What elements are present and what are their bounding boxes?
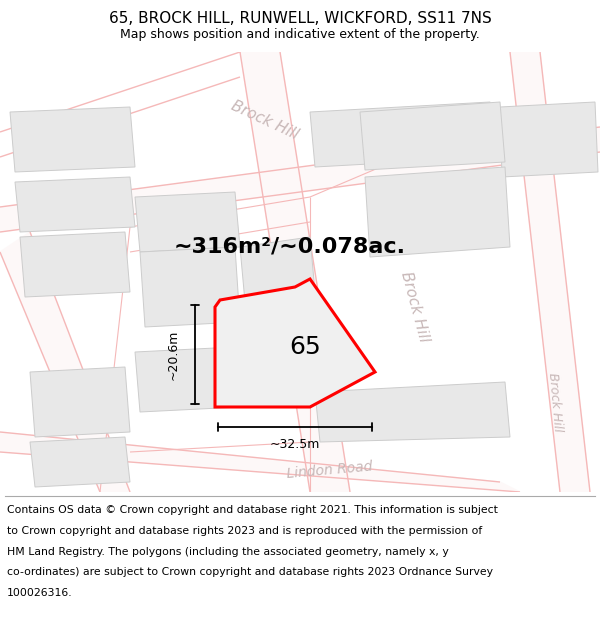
Text: ~20.6m: ~20.6m xyxy=(167,329,180,379)
Text: 100026316.: 100026316. xyxy=(7,588,73,598)
Polygon shape xyxy=(0,127,600,232)
Text: HM Land Registry. The polygons (including the associated geometry, namely x, y: HM Land Registry. The polygons (includin… xyxy=(7,546,449,556)
Text: Brock Hill: Brock Hill xyxy=(546,372,564,432)
Text: Brock Hill: Brock Hill xyxy=(229,98,301,142)
Polygon shape xyxy=(315,382,510,442)
Polygon shape xyxy=(360,102,505,170)
Text: ~32.5m: ~32.5m xyxy=(270,438,320,451)
Text: Contains OS data © Crown copyright and database right 2021. This information is : Contains OS data © Crown copyright and d… xyxy=(7,505,498,515)
Polygon shape xyxy=(30,367,130,437)
Text: 65: 65 xyxy=(289,335,321,359)
Polygon shape xyxy=(0,432,520,492)
Text: Lindon Road: Lindon Road xyxy=(286,459,374,481)
Polygon shape xyxy=(30,437,130,487)
Polygon shape xyxy=(140,247,240,327)
Text: Brock Hill: Brock Hill xyxy=(398,270,431,344)
Polygon shape xyxy=(510,52,590,492)
Text: ~316m²/~0.078ac.: ~316m²/~0.078ac. xyxy=(174,237,406,257)
Text: Map shows position and indicative extent of the property.: Map shows position and indicative extent… xyxy=(120,28,480,41)
Polygon shape xyxy=(365,167,510,257)
Text: co-ordinates) are subject to Crown copyright and database rights 2023 Ordnance S: co-ordinates) are subject to Crown copyr… xyxy=(7,567,493,577)
Polygon shape xyxy=(245,342,315,402)
Polygon shape xyxy=(135,192,240,252)
Polygon shape xyxy=(15,177,135,232)
Polygon shape xyxy=(10,107,135,172)
Polygon shape xyxy=(240,52,350,492)
Text: 65, BROCK HILL, RUNWELL, WICKFORD, SS11 7NS: 65, BROCK HILL, RUNWELL, WICKFORD, SS11 … xyxy=(109,11,491,26)
Polygon shape xyxy=(0,232,130,492)
Text: to Crown copyright and database rights 2023 and is reproduced with the permissio: to Crown copyright and database rights 2… xyxy=(7,526,482,536)
Polygon shape xyxy=(215,279,375,407)
Polygon shape xyxy=(500,102,598,177)
Polygon shape xyxy=(240,237,315,302)
Polygon shape xyxy=(135,347,240,412)
Polygon shape xyxy=(20,232,130,297)
Polygon shape xyxy=(310,102,495,167)
